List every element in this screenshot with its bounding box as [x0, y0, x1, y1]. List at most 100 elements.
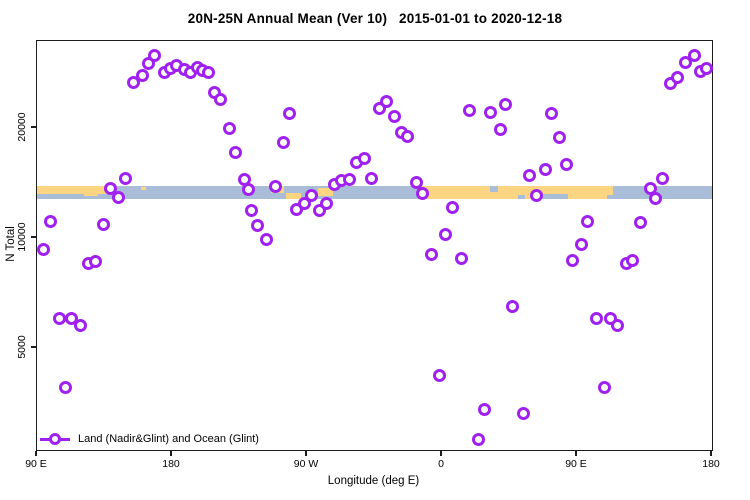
x-tick-mark [575, 450, 577, 457]
data-point [305, 188, 318, 202]
data-point [342, 172, 356, 186]
legend-label: Land (Nadir&Glint) and Ocean (Glint) [78, 433, 259, 445]
data-point [446, 201, 459, 215]
y-axis-title: N Total [5, 226, 17, 262]
data-point [477, 402, 491, 416]
x-tick-mark [305, 450, 307, 457]
data-point [590, 312, 603, 326]
data-point [213, 93, 227, 107]
data-point [53, 312, 66, 326]
x-tick-mark [170, 450, 172, 457]
y-tick-label: 5000 [16, 335, 28, 359]
data-point [147, 49, 161, 63]
data-point [380, 95, 393, 109]
data-point [432, 369, 446, 382]
data-point [581, 214, 594, 228]
x-axis-title: Longitude (deg E) [327, 475, 420, 487]
data-point [387, 110, 401, 124]
data-point [126, 76, 140, 90]
data-point [357, 152, 371, 166]
legend: Land (Nadir&Glint) and Ocean (Glint) [40, 430, 259, 448]
data-point [597, 380, 611, 394]
data-point [626, 253, 639, 267]
y-tick-label: 20000 [16, 112, 28, 142]
data-point [245, 203, 258, 217]
data-point [471, 433, 485, 447]
data-point [425, 248, 438, 262]
data-point [251, 219, 264, 233]
data-point [506, 299, 519, 313]
land-patch [84, 186, 98, 196]
data-point [36, 243, 50, 256]
ocean-notch [518, 195, 525, 199]
y-tick-label: 10000 [16, 222, 28, 252]
land-patch [318, 188, 333, 196]
legend-marker-icon [40, 431, 70, 447]
y-tick-mark [30, 126, 36, 128]
data-point [455, 251, 468, 265]
data-point [494, 123, 507, 137]
data-point [671, 71, 684, 85]
data-point [552, 131, 566, 145]
land-patch [141, 187, 146, 190]
data-point [516, 407, 530, 421]
land-patch [418, 186, 613, 199]
data-point [678, 56, 692, 70]
x-tick-label: 90 E [565, 458, 587, 470]
data-point [111, 191, 125, 205]
data-point [410, 175, 423, 189]
data-point [59, 380, 72, 394]
plot-area: Land (Nadir&Glint) and Ocean (Glint) [36, 40, 713, 451]
x-tick-mark [440, 450, 442, 457]
data-point [687, 49, 701, 63]
data-point [269, 180, 282, 194]
x-tick-label: 90 W [293, 458, 319, 470]
data-point [228, 145, 242, 159]
data-point [365, 171, 378, 185]
data-point [522, 169, 536, 183]
ocean-notch [607, 195, 613, 199]
data-point [276, 135, 290, 149]
y-tick-mark [30, 236, 36, 238]
data-point [633, 216, 647, 230]
data-point [222, 122, 236, 136]
data-point [201, 66, 215, 80]
data-point [483, 105, 497, 119]
data-point [260, 233, 273, 247]
y-tick-mark [30, 346, 36, 348]
x-tick-label: 0 [438, 458, 444, 470]
data-point [320, 197, 333, 211]
x-tick-label: 180 [162, 458, 180, 470]
data-point [699, 62, 713, 76]
data-point [530, 188, 543, 202]
data-point [74, 319, 87, 333]
data-point [96, 217, 110, 231]
legend-circle-icon [49, 433, 61, 445]
data-point [566, 253, 579, 267]
data-point [242, 182, 255, 196]
data-point [401, 129, 414, 143]
ocean-notch [540, 194, 568, 199]
x-tick-mark [710, 450, 712, 457]
chart-title: 20N-25N Annual Mean (Ver 10) 2015-01-01 … [187, 11, 563, 26]
ocean-notch [490, 186, 498, 192]
x-tick-label: 90 E [25, 458, 47, 470]
data-point [545, 106, 558, 120]
data-point [416, 187, 429, 201]
data-point [135, 68, 149, 82]
x-tick-mark [35, 450, 37, 457]
data-point [498, 98, 512, 112]
latitude-map-band [37, 186, 712, 199]
land-patch [37, 186, 109, 194]
data-point [539, 163, 552, 177]
land-patch [286, 193, 301, 199]
data-point [89, 255, 102, 269]
data-point [44, 214, 57, 228]
data-point [462, 104, 476, 118]
data-point [656, 171, 669, 185]
data-point [611, 319, 624, 333]
x-tick-label: 180 [702, 458, 720, 470]
data-point [438, 228, 452, 242]
data-point [119, 171, 132, 185]
